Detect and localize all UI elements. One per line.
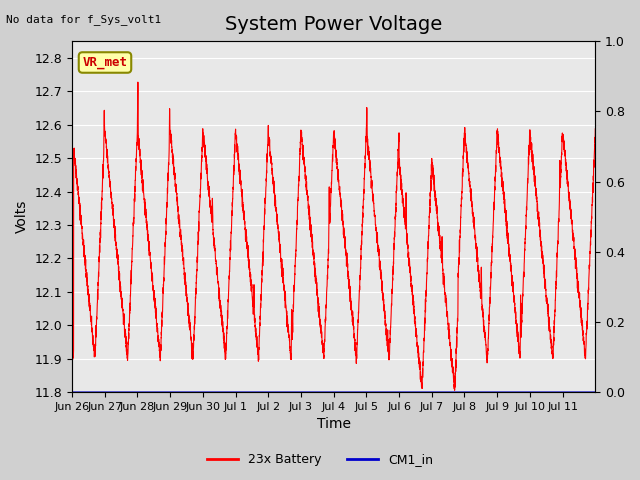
Text: No data for f_Sys_volt1: No data for f_Sys_volt1	[6, 14, 162, 25]
X-axis label: Time: Time	[317, 418, 351, 432]
Text: VR_met: VR_met	[83, 56, 127, 69]
Y-axis label: Volts: Volts	[15, 200, 29, 233]
Legend: 23x Battery, CM1_in: 23x Battery, CM1_in	[202, 448, 438, 471]
Title: System Power Voltage: System Power Voltage	[225, 15, 442, 34]
